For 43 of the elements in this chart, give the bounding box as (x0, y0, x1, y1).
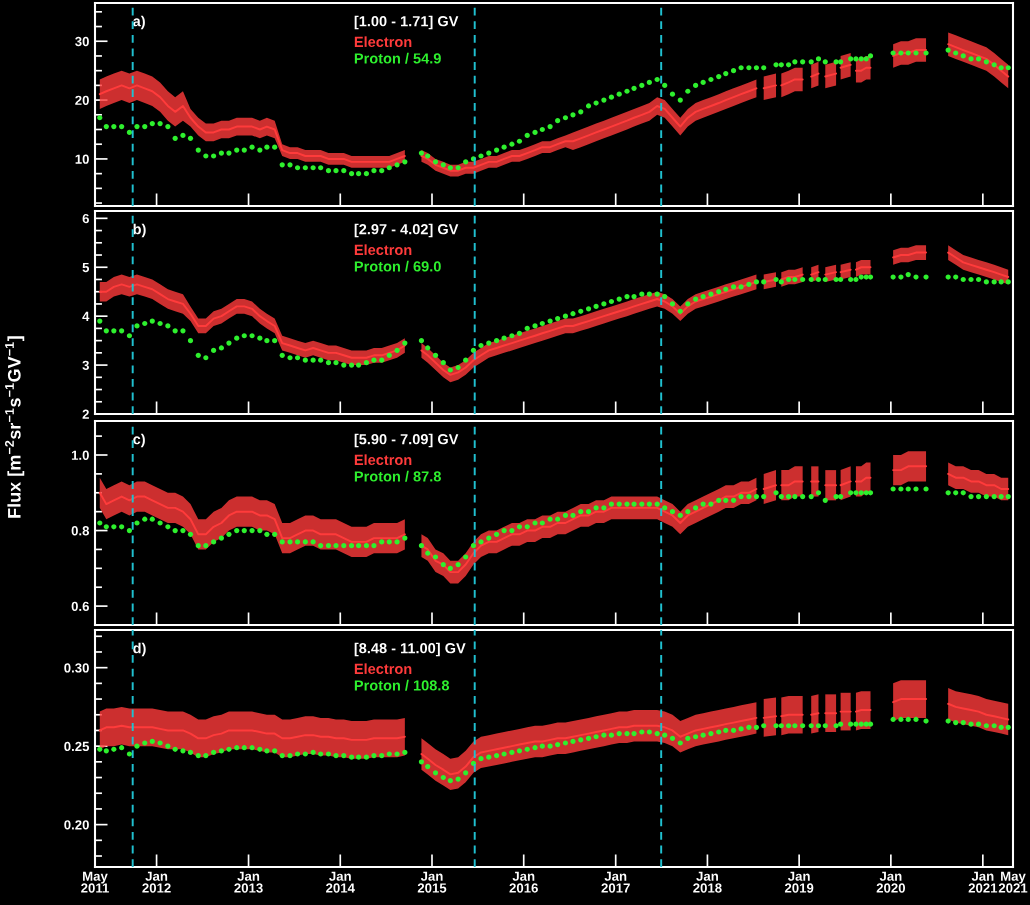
x-tick-label: Jan 2016 (509, 871, 538, 893)
annotation: a) (133, 15, 145, 30)
x-tick-label: Jan 2014 (326, 871, 355, 893)
y-tick-label: 20 (75, 95, 89, 105)
text: [8.48 - 11.00] GV (354, 642, 466, 657)
annotation: b) (133, 223, 146, 238)
text: Electron (354, 36, 412, 48)
text: Proton / 87.8 (354, 470, 441, 482)
y-tick-label: 6 (82, 213, 89, 224)
y-tick-label: 3 (82, 360, 89, 371)
annotation: c) (133, 433, 145, 448)
x-tick-label: Jan 2019 (784, 871, 814, 893)
text: Electron (354, 244, 412, 256)
x-tick-label: Jan 2015 (417, 871, 447, 893)
x-tick-label: Jan 2013 (234, 871, 263, 893)
text: Proton / 108.8 (354, 679, 450, 691)
text: Flux [m$^{−2}$sr$^{−1}$s$^{−1}$GV$^{−1}$] (4, 336, 25, 518)
text: [1.00 - 1.71] GV (354, 15, 459, 30)
y-tick-label: 5 (82, 262, 90, 273)
x-tick-label: May 2011 (81, 871, 109, 893)
x-tick-label: Jan 2021 (968, 871, 998, 893)
annotation: d) (133, 642, 146, 657)
text: Proton / 54.9 (354, 52, 441, 64)
text: [2.97 - 4.02] GV (354, 223, 459, 238)
x-tick-label: May 2021 (998, 871, 1028, 893)
text: Electron (354, 454, 412, 466)
x-tick-label: Jan 2018 (693, 871, 722, 893)
y-tick-label: 0.6 (71, 601, 89, 612)
text: [5.90 - 7.09] GV (354, 433, 459, 448)
text: Electron (354, 663, 412, 675)
x-tick-label: Jan 2012 (142, 871, 171, 893)
text: Proton / 69.0 (354, 260, 441, 272)
x-tick-label: Jan 2017 (601, 871, 630, 893)
y-tick-label: 2 (82, 409, 89, 419)
y-tick-label: 10 (75, 154, 89, 164)
y-tick-label: 0.25 (64, 741, 90, 752)
y-tick-label: 0.20 (64, 820, 89, 830)
y-tick-label: 1.0 (71, 450, 89, 460)
y-tick-label: 30 (75, 36, 89, 47)
y-tick-label: 0.8 (71, 526, 90, 536)
y-tick-label: 4 (82, 311, 90, 321)
y-tick-label: 0.30 (64, 663, 89, 673)
x-tick-label: Jan 2020 (876, 871, 905, 893)
